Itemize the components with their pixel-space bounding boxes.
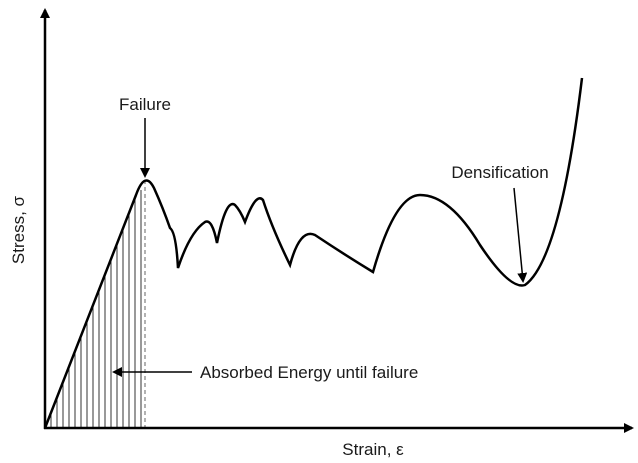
hatching: [50, 190, 142, 428]
failure-label: Failure: [119, 95, 171, 114]
stress-strain-curve: [43, 77, 584, 429]
y-axis-label: Stress, σ: [9, 195, 28, 264]
energy-label: Absorbed Energy until failure: [200, 363, 418, 382]
x-axis-label: Strain, ε: [342, 440, 404, 459]
densification-arrow: [513, 187, 528, 283]
densification-label: Densification: [451, 163, 548, 182]
